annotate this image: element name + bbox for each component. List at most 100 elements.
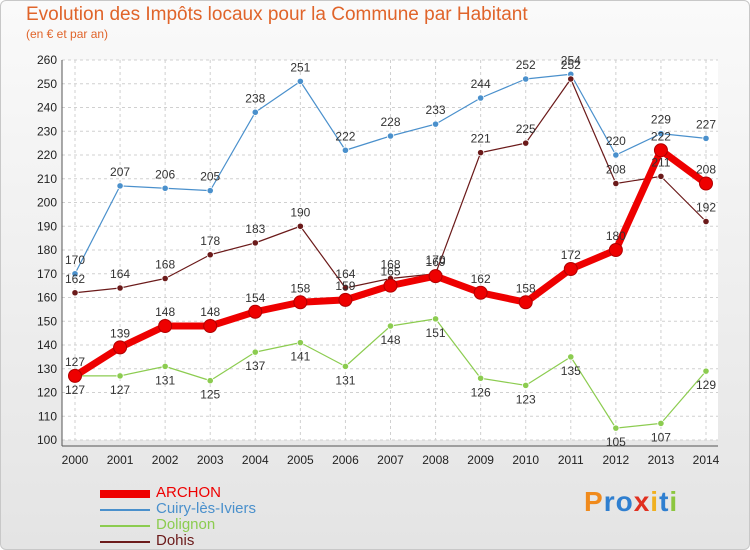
data-point-1 — [116, 182, 124, 190]
y-tick-label: 180 — [37, 243, 57, 257]
data-label-2: 151 — [426, 326, 446, 340]
data-label-2: 131 — [155, 373, 175, 387]
data-label-3: 252 — [561, 58, 581, 72]
x-tick-label: 2014 — [693, 453, 720, 467]
x-tick-label: 2006 — [332, 453, 359, 467]
data-label-3: 164 — [110, 267, 130, 281]
x-tick-label: 2010 — [512, 453, 539, 467]
data-point-0 — [518, 295, 533, 310]
data-point-3 — [341, 284, 350, 292]
data-label-2: 137 — [245, 359, 265, 373]
data-point-0 — [248, 304, 263, 319]
data-point-0 — [68, 368, 82, 383]
y-tick-label: 170 — [37, 267, 57, 281]
data-point-0 — [653, 143, 668, 158]
data-point-0 — [608, 243, 623, 257]
data-point-2 — [657, 419, 665, 427]
data-label-1: 205 — [200, 170, 220, 184]
data-label-0: 172 — [561, 248, 581, 262]
brand-letter: r — [603, 486, 616, 517]
data-point-2 — [702, 367, 710, 375]
data-point-1 — [161, 184, 169, 192]
data-label-0: 222 — [651, 129, 671, 143]
data-label-0: 165 — [380, 265, 400, 279]
legend-item-dolignon: Dolignon — [100, 516, 340, 533]
legend-label-archon: ARCHON — [156, 484, 222, 501]
data-point-2 — [116, 372, 124, 380]
data-label-1: 251 — [290, 60, 310, 74]
data-label-1: 206 — [155, 167, 175, 181]
data-label-2: 141 — [290, 350, 310, 364]
data-point-3 — [116, 284, 124, 292]
x-tick-label: 2011 — [558, 453, 584, 467]
data-point-3 — [612, 179, 620, 188]
data-point-2 — [567, 353, 575, 361]
legend-label-dohis: Dohis — [156, 532, 195, 549]
data-point-2 — [431, 315, 440, 323]
data-label-2: 148 — [380, 333, 400, 347]
data-point-2 — [386, 322, 395, 330]
y-tick-label: 150 — [37, 314, 57, 328]
data-label-2: 123 — [516, 392, 536, 406]
data-point-2 — [612, 424, 620, 432]
y-tick-label: 240 — [37, 101, 57, 115]
data-point-2 — [296, 339, 304, 347]
data-label-1: 227 — [696, 117, 716, 131]
data-point-0 — [383, 278, 398, 293]
data-label-3: 178 — [200, 234, 220, 248]
data-label-1: 233 — [426, 103, 446, 117]
axes: 100 110 120 130 140 150 160 170 180 190 200 210 220 2… — [37, 53, 720, 467]
legend-swatch-cuiry — [100, 509, 150, 511]
x-tick-label: 2004 — [242, 453, 269, 467]
data-label-1: 238 — [245, 91, 265, 105]
legend-swatch-dolignon — [100, 525, 150, 527]
x-tick-label: 2007 — [377, 453, 404, 467]
data-label-1: 220 — [606, 134, 626, 148]
data-point-3 — [251, 239, 259, 247]
y-tick-label: 210 — [37, 172, 57, 186]
data-label-2: 127 — [110, 383, 130, 397]
y-tick-label: 200 — [37, 196, 57, 210]
data-point-2 — [206, 377, 214, 385]
data-label-0: 208 — [696, 163, 716, 177]
data-point-0 — [113, 340, 128, 355]
data-label-0: 148 — [200, 305, 220, 319]
data-point-2 — [161, 362, 169, 370]
y-tick-label: 160 — [37, 291, 57, 305]
data-label-2: 127 — [65, 383, 85, 397]
data-point-0 — [473, 285, 488, 300]
data-point-3 — [71, 289, 79, 297]
data-point-0 — [338, 292, 353, 307]
x-tick-label: 2003 — [197, 453, 224, 467]
data-point-3 — [702, 217, 710, 226]
data-label-0: 148 — [155, 305, 175, 319]
x-tick-label: 2008 — [422, 453, 449, 467]
y-tick-label: 120 — [37, 386, 57, 400]
x-tick-label: 2001 — [107, 453, 134, 467]
data-label-2: 129 — [696, 378, 716, 392]
data-point-1 — [522, 75, 530, 83]
data-label-3: 190 — [290, 205, 310, 219]
data-point-1 — [431, 120, 440, 128]
data-point-1 — [341, 146, 350, 154]
y-tick-label: 130 — [37, 362, 57, 376]
legend-label-cuiry: Cuiry-lès-Iviers — [156, 500, 257, 517]
data-label-3: 225 — [516, 122, 536, 136]
data-point-3 — [657, 172, 665, 180]
data-point-1 — [702, 134, 710, 142]
x-tick-label: 2005 — [287, 453, 314, 467]
data-label-1: 252 — [516, 58, 536, 72]
data-label-0: 158 — [516, 281, 536, 295]
data-point-0 — [293, 295, 308, 310]
x-tick-label: 2002 — [152, 453, 179, 467]
data-point-3 — [567, 75, 575, 83]
legend-item-archon: ARCHON — [100, 484, 340, 501]
data-label-2: 107 — [651, 430, 671, 444]
brand-letter: x — [633, 486, 651, 517]
data-point-0 — [428, 269, 443, 284]
data-label-0: 127 — [65, 355, 85, 369]
data-point-3 — [206, 251, 214, 259]
data-label-3: 162 — [65, 272, 85, 286]
data-point-1 — [206, 187, 214, 195]
